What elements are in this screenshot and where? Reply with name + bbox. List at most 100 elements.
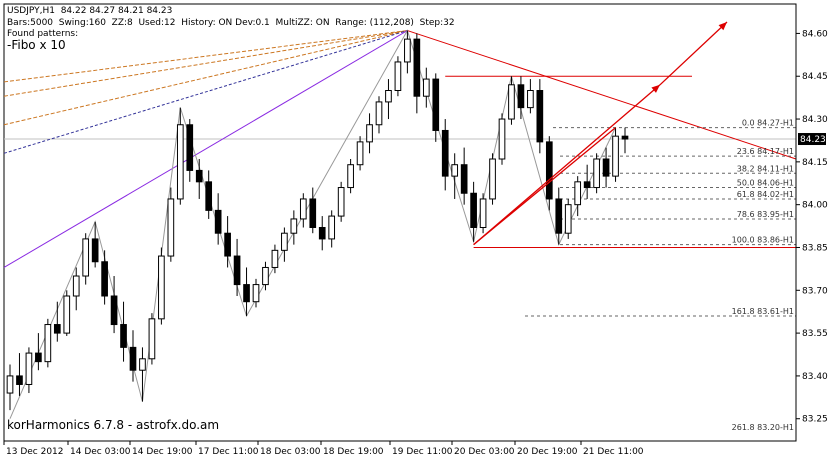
fibo-level-label: 78.6 83.95-H1 (737, 210, 794, 219)
y-tick-label: 83.40 (802, 372, 828, 382)
candle-body (517, 84, 525, 109)
zigzag-line (9, 29, 616, 419)
header-patterns-label: Found patterns: (7, 29, 79, 39)
y-tick-label: 83.25 (802, 415, 828, 425)
candle (347, 159, 354, 194)
fibo-level-label: 50.0 84.06-H1 (737, 179, 794, 188)
candle (385, 79, 392, 120)
candle (72, 267, 80, 311)
candle (366, 113, 373, 154)
candle-body (366, 124, 373, 143)
candle (290, 210, 298, 245)
fibo-level-label: 23.6 84.17-H1 (737, 147, 794, 156)
candle (281, 227, 288, 262)
candle-body (82, 238, 90, 277)
candle (101, 250, 108, 305)
candle (271, 244, 279, 274)
candle (205, 170, 213, 219)
candle (139, 347, 146, 402)
projection-arrow (473, 84, 661, 246)
candle-body (602, 158, 610, 177)
candle-body (281, 232, 288, 251)
projection-arrow (659, 21, 728, 86)
candle (110, 276, 118, 334)
candle-body (394, 61, 402, 91)
candle-body (72, 275, 80, 297)
candle-body (489, 158, 496, 200)
x-tick-label: 13 Dec 2012 (6, 447, 64, 457)
candle-body (205, 181, 213, 211)
candle-body (195, 169, 203, 183)
candle (148, 313, 156, 365)
candle (621, 127, 629, 154)
candle-body (214, 209, 222, 234)
candle-body (583, 181, 591, 189)
candle (593, 153, 600, 194)
candle (583, 164, 591, 199)
candle (479, 193, 487, 234)
fibo-level-label: 38.2 84.11-H1 (737, 164, 794, 173)
candle-body (621, 135, 629, 140)
candle (195, 159, 203, 199)
candle (489, 153, 496, 205)
candle-body (413, 38, 421, 97)
candle-body (148, 318, 156, 360)
candle-body (252, 284, 260, 303)
candle (214, 193, 222, 245)
candle (375, 96, 383, 134)
candle (120, 301, 127, 362)
candle-body (224, 232, 231, 257)
candle (337, 181, 345, 222)
candle (555, 187, 563, 245)
candle (564, 198, 572, 239)
candle-body (347, 164, 354, 189)
candle-body (129, 346, 137, 371)
candle-body (498, 118, 506, 160)
candle-body (139, 358, 146, 371)
candle (158, 247, 165, 325)
candle-body (44, 324, 52, 363)
candle-body (243, 284, 250, 303)
candle (356, 136, 364, 171)
fibo-level-label: 0.0 84.27-H1 (742, 119, 794, 128)
fan-line (3, 30, 408, 126)
x-tick-label: 17 Dec 11:00 (198, 447, 259, 457)
candle-body (63, 295, 71, 334)
fibo-level-label: 261.8 83.20-H1 (732, 423, 794, 432)
candle-body (120, 324, 127, 348)
candle-body (385, 90, 392, 103)
candle-body (479, 198, 487, 228)
x-tick-label: 18 Dec 03:00 (260, 447, 321, 457)
candle (186, 119, 194, 182)
candle (508, 76, 515, 125)
candle-body (432, 78, 440, 131)
candle-body (233, 255, 241, 286)
candle-body (262, 266, 269, 286)
candle-body (451, 164, 459, 177)
candle (328, 210, 336, 248)
candle (394, 56, 402, 97)
resistance-trendline (407, 30, 797, 160)
candle (545, 136, 553, 211)
arrow-head (651, 84, 660, 93)
fibo-level-label: 100.0 83.86-H1 (732, 236, 794, 245)
candle (35, 333, 42, 371)
candle (82, 233, 90, 285)
x-tick-label: 19 Dec 11:00 (392, 447, 453, 457)
candle-body (328, 215, 336, 240)
candle (243, 267, 250, 316)
header-pattern-item: -Fibo x 10 (7, 38, 66, 52)
candle-body (404, 38, 411, 63)
pattern-leg (473, 127, 616, 246)
candle-body (110, 295, 118, 326)
y-tick-label: 83.70 (802, 286, 828, 296)
y-tick-label: 84.15 (802, 158, 828, 168)
candle (299, 193, 307, 228)
candle-body (35, 352, 42, 363)
x-tick-label: 18 Dec 19:00 (323, 447, 384, 457)
candle (252, 278, 260, 308)
candle (63, 290, 71, 336)
candle (422, 67, 430, 108)
